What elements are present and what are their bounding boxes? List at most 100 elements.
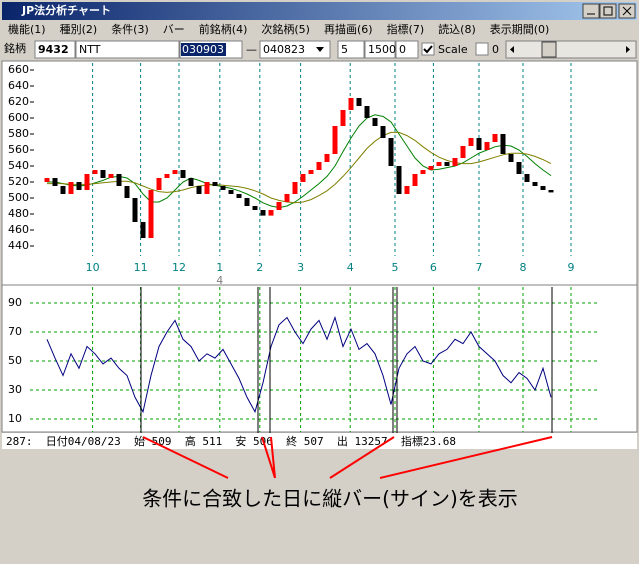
menu-item[interactable]: 種別(2) xyxy=(60,22,98,36)
dash: — xyxy=(246,43,257,56)
candle xyxy=(356,98,362,106)
candle xyxy=(548,190,554,193)
scale-checkbox[interactable] xyxy=(421,42,435,56)
menu-item[interactable]: 指標(7) xyxy=(387,22,425,36)
y-tick-label: 30 xyxy=(8,383,22,396)
y-tick-label: 580 xyxy=(8,127,29,140)
scroll-thumb[interactable] xyxy=(541,41,557,58)
x-tick-label: 9 xyxy=(568,261,575,274)
window-title: JP法分析チャート xyxy=(21,3,111,17)
candle xyxy=(92,170,98,174)
candle xyxy=(380,126,386,138)
dropdown-arrow xyxy=(316,47,324,52)
name-text: NTT xyxy=(79,43,101,56)
chart-area xyxy=(1,60,638,433)
check-mark xyxy=(423,45,433,54)
candle xyxy=(524,174,530,182)
y-tick-label: 660 xyxy=(8,63,29,76)
candle xyxy=(260,210,266,216)
from-text: 030903 xyxy=(182,43,224,56)
menu-bar: 機能(1) 種別(2) 条件(3) バー 前銘柄(4) 次銘柄(5) 再描画(6) 指標(7)… xyxy=(8,22,549,36)
candle xyxy=(332,126,338,154)
candle xyxy=(420,170,426,174)
candle xyxy=(276,202,282,210)
p3-text: 0 xyxy=(399,43,406,56)
candle xyxy=(412,174,418,186)
candle xyxy=(60,186,66,194)
candle xyxy=(396,166,402,194)
y-tick-label: 640 xyxy=(8,79,29,92)
p2-text: 1500 xyxy=(368,43,396,56)
status-text: 287: 日付04/08/23 始 509 高 511 安 506 終 507 … xyxy=(6,434,456,448)
year-label: 4 xyxy=(216,274,223,287)
to-text: 040823 xyxy=(263,43,305,56)
window-buttons[interactable] xyxy=(582,3,636,19)
candle xyxy=(476,138,482,150)
x-tick-label: 5 xyxy=(392,261,399,274)
x-tick-label: 2 xyxy=(256,261,263,274)
candle xyxy=(436,162,442,166)
candle xyxy=(140,222,146,238)
candle xyxy=(532,182,538,186)
candle xyxy=(268,210,274,216)
title-bar xyxy=(2,2,637,20)
menu-item[interactable]: 読込(8) xyxy=(438,22,476,36)
zero-label: 0 xyxy=(492,43,499,56)
scrollbar[interactable] xyxy=(505,40,637,59)
candle xyxy=(252,206,258,210)
candle xyxy=(508,154,514,162)
y-tick-label: 10 xyxy=(8,412,22,425)
candle xyxy=(364,106,370,118)
y-tick-label: 540 xyxy=(8,159,29,172)
code-input[interactable] xyxy=(34,40,76,59)
p1-input[interactable] xyxy=(337,40,365,59)
menu-item[interactable]: 再描画(6) xyxy=(324,22,373,36)
x-tick-label: 7 xyxy=(476,261,483,274)
signal-bar xyxy=(140,287,553,435)
y-tick-label: 70 xyxy=(8,325,22,338)
p1-text: 5 xyxy=(341,43,348,56)
y-tick-label: 560 xyxy=(8,143,29,156)
menu-item[interactable]: 表示期間(0) xyxy=(490,22,550,36)
menu-item[interactable]: 条件(3) xyxy=(111,22,149,36)
button-glyphs xyxy=(587,6,632,16)
zero-checkbox[interactable] xyxy=(475,42,489,56)
candle xyxy=(68,182,74,194)
menu-item[interactable]: 前銘柄(4) xyxy=(199,22,248,36)
candle xyxy=(228,190,234,194)
candle xyxy=(340,110,346,126)
p2-input[interactable] xyxy=(364,40,396,59)
maximize-button[interactable] xyxy=(599,3,617,19)
candle xyxy=(468,138,474,146)
candle xyxy=(172,170,178,174)
x-tick-label: 10 xyxy=(86,261,100,274)
candle xyxy=(372,118,378,126)
candle xyxy=(388,138,394,166)
candle xyxy=(404,186,410,194)
candle xyxy=(116,174,122,186)
toolbar-label: 銘柄 xyxy=(4,41,26,55)
line-series xyxy=(46,315,552,414)
candle xyxy=(44,178,50,182)
candle xyxy=(284,194,290,202)
annotation: 条件に合致した日に縦バー(サイン)を表示 xyxy=(142,487,518,511)
line-series xyxy=(47,114,552,209)
candle xyxy=(212,182,218,186)
to-select[interactable] xyxy=(259,40,331,59)
menu-item[interactable]: 次銘柄(5) xyxy=(261,22,310,36)
toolbar: 銘柄 9432 NTT 030903 — 040823 5 1500 0 Sca… xyxy=(4,40,637,59)
name-input[interactable] xyxy=(75,40,180,59)
y-tick-label: 440 xyxy=(8,239,29,252)
line-series xyxy=(47,131,552,204)
y-tick-label: 90 xyxy=(8,296,22,309)
minimize-button[interactable] xyxy=(582,3,600,19)
menu-item[interactable]: 機能(1) xyxy=(8,22,46,36)
x-tick-label: 4 xyxy=(347,261,354,274)
y-tick-label: 600 xyxy=(8,111,29,124)
candle xyxy=(516,162,522,174)
candle xyxy=(500,134,506,154)
menu-item[interactable]: バー xyxy=(163,23,185,36)
candle xyxy=(100,170,106,178)
p3-input[interactable] xyxy=(395,40,419,59)
